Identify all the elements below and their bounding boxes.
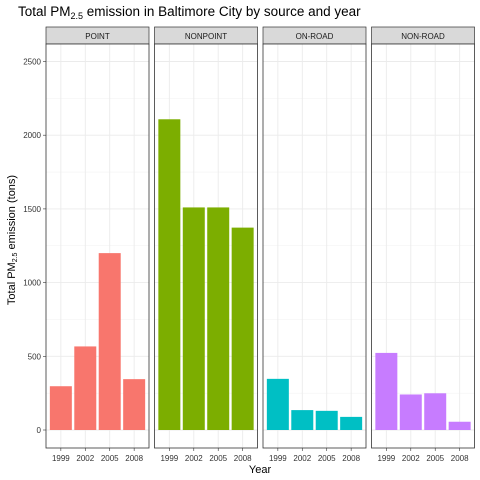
x-axis-label: Year (249, 464, 272, 476)
y-tick-label: 1500 (23, 205, 41, 214)
bar-non-road-2002 (399, 394, 422, 430)
bar-nonpoint-2005 (207, 207, 230, 430)
y-axis-label-rest: emission (tons) (6, 175, 18, 253)
x-tick-label: 2008 (451, 454, 469, 463)
bar-nonpoint-1999 (158, 119, 181, 431)
bar-nonpoint-2002 (182, 207, 205, 430)
bar-on-road-2002 (291, 410, 314, 430)
facet-strip-label: ON-ROAD (296, 32, 334, 41)
y-axis-label-main: Total PM (6, 262, 18, 305)
bar-on-road-1999 (266, 378, 289, 430)
x-tick-label: 2005 (209, 454, 227, 463)
panel-border (45, 43, 150, 449)
facet-panel-nonpoint: NONPOINT 1999 2002 2005 2008 (154, 26, 258, 463)
y-tick-label: 2000 (23, 131, 41, 140)
y-axis: 0 500 1000 1500 2000 2500 (23, 58, 46, 435)
bar-point-2002 (74, 346, 97, 430)
bar-nonpoint-2008 (231, 227, 254, 430)
x-tick-label: 2008 (342, 454, 360, 463)
bar-point-1999 (49, 386, 72, 430)
x-tick-label: 2002 (293, 454, 311, 463)
bar-on-road-2005 (315, 410, 338, 430)
x-tick-label: 2005 (101, 454, 119, 463)
y-tick-label: 500 (28, 352, 42, 361)
x-tick-label: 2008 (125, 454, 143, 463)
facet-strip-label: NONPOINT (185, 32, 227, 41)
chart-title-subscript: 2.5 (71, 11, 84, 21)
facet-panel-point: POINT 1999 2002 2005 2008 (45, 26, 150, 463)
bar-point-2008 (123, 379, 146, 430)
facet-strip-label: NON-ROAD (401, 32, 445, 41)
x-tick-label: 2002 (76, 454, 94, 463)
chart-title-rest: emission in Baltimore City by source and… (83, 4, 361, 19)
x-tick-label: 1999 (52, 454, 70, 463)
facet-panel-on-road: ON-ROAD 1999 2002 2005 2008 (262, 26, 367, 463)
y-axis-label: Total PM2.5 emission (tons) (6, 175, 19, 305)
bar-on-road-2008 (340, 416, 363, 430)
panel-border (262, 43, 367, 449)
y-tick-label: 1000 (23, 279, 41, 288)
bar-non-road-2005 (424, 393, 447, 430)
y-tick-label: 2500 (23, 58, 41, 67)
x-tick-label: 2005 (318, 454, 336, 463)
bar-non-road-2008 (448, 421, 471, 430)
y-tick-label: 0 (37, 426, 42, 435)
panel-border (154, 43, 258, 449)
bar-point-2005 (98, 253, 121, 430)
x-tick-label: 1999 (160, 454, 178, 463)
panel-border (371, 43, 475, 449)
x-tick-label: 2002 (185, 454, 203, 463)
facet-panel-non-road: NON-ROAD 1999 2002 2005 2008 (371, 26, 475, 463)
x-tick-label: 1999 (377, 454, 395, 463)
y-axis-label-subscript: 2.5 (12, 252, 19, 262)
bar-non-road-1999 (375, 352, 398, 430)
facet-strip-label: POINT (85, 32, 110, 41)
x-tick-label: 2005 (426, 454, 444, 463)
x-tick-label: 2002 (402, 454, 420, 463)
x-tick-label: 1999 (269, 454, 287, 463)
chart-title: Total PM2.5 emission in Baltimore City b… (18, 4, 361, 21)
facet-panels: POINT 1999 2002 2005 2008 NONPOINT 1999 2002 200… (45, 26, 475, 463)
chart-title-main: Total PM (18, 4, 71, 19)
x-tick-label: 2008 (234, 454, 252, 463)
